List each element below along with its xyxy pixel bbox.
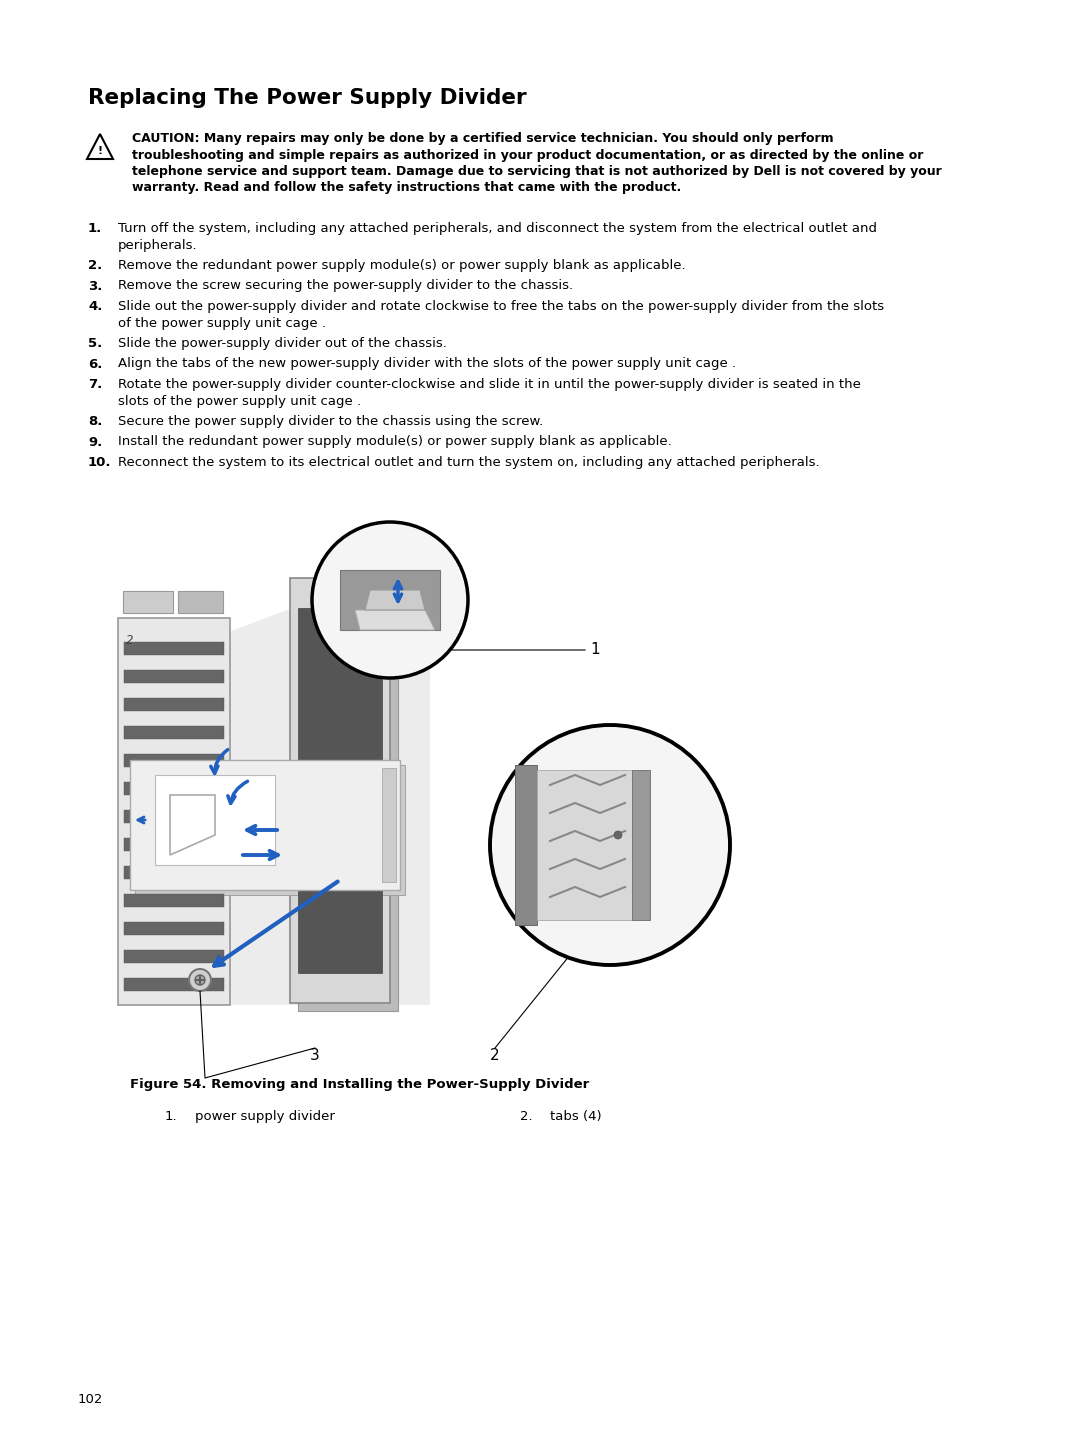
Text: 2: 2 (126, 634, 134, 647)
Text: 3.: 3. (87, 280, 103, 293)
Bar (124, 642, 224, 655)
Text: 1.: 1. (165, 1110, 177, 1123)
Text: Remove the redundant power supply module(s) or power supply blank as applicable.: Remove the redundant power supply module… (118, 260, 686, 272)
Circle shape (189, 969, 211, 991)
Polygon shape (365, 589, 426, 609)
Polygon shape (355, 609, 435, 630)
Text: warranty. Read and follow the safety instructions that came with the product.: warranty. Read and follow the safety ins… (132, 182, 681, 195)
Bar (124, 949, 224, 964)
Text: of the power supply unit cage .: of the power supply unit cage . (118, 317, 326, 330)
Text: CAUTION: Many repairs may only be done by a certified service technician. You sh: CAUTION: Many repairs may only be done b… (132, 132, 834, 145)
Bar (118, 618, 230, 1005)
Bar (537, 770, 632, 921)
Text: power supply divider: power supply divider (195, 1110, 335, 1123)
Bar (298, 608, 382, 974)
Circle shape (195, 975, 205, 985)
Text: Slide out the power-supply divider and rotate clockwise to free the tabs on the : Slide out the power-supply divider and r… (118, 300, 885, 313)
Bar (178, 591, 222, 612)
Circle shape (615, 830, 622, 839)
Text: telephone service and support team. Damage due to servicing that is not authoriz: telephone service and support team. Dama… (132, 165, 942, 178)
Bar (130, 760, 400, 891)
Text: Secure the power supply divider to the chassis using the screw.: Secure the power supply divider to the c… (118, 414, 543, 427)
Text: slots of the power supply unit cage .: slots of the power supply unit cage . (118, 394, 361, 407)
Bar (124, 866, 224, 879)
Text: Remove the screw securing the power-supply divider to the chassis.: Remove the screw securing the power-supp… (118, 280, 573, 293)
Bar (124, 810, 224, 823)
Text: Slide the power-supply divider out of the chassis.: Slide the power-supply divider out of th… (118, 337, 447, 350)
Text: Reconnect the system to its electrical outlet and turn the system on, including : Reconnect the system to its electrical o… (118, 456, 820, 469)
Text: 102: 102 (78, 1392, 104, 1405)
Text: Figure 54. Removing and Installing the Power-Supply Divider: Figure 54. Removing and Installing the P… (130, 1078, 590, 1091)
Text: 1.: 1. (87, 222, 103, 235)
Text: 7.: 7. (87, 379, 103, 391)
Bar (124, 922, 224, 935)
Bar (291, 578, 390, 1002)
Bar (515, 764, 537, 925)
Text: !: ! (97, 146, 103, 156)
Bar (124, 726, 224, 739)
Circle shape (312, 522, 468, 678)
Text: 1: 1 (590, 642, 599, 658)
Bar (124, 698, 224, 711)
Polygon shape (285, 668, 426, 673)
Text: Turn off the system, including any attached peripherals, and disconnect the syst: Turn off the system, including any attac… (118, 222, 877, 235)
Bar (135, 764, 405, 895)
Bar (632, 770, 650, 921)
Bar (382, 769, 396, 882)
Bar (124, 782, 224, 794)
Text: 2.: 2. (519, 1110, 532, 1123)
Bar (124, 837, 224, 850)
Circle shape (490, 726, 730, 965)
Text: Install the redundant power supply module(s) or power supply blank as applicable: Install the redundant power supply modul… (118, 436, 672, 449)
Text: peripherals.: peripherals. (118, 238, 198, 251)
Text: 10.: 10. (87, 456, 111, 469)
Text: 4.: 4. (87, 300, 103, 313)
Bar (298, 587, 399, 1011)
Bar (156, 774, 275, 865)
Text: 8.: 8. (87, 414, 103, 427)
Text: Rotate the power-supply divider counter-clockwise and slide it in until the powe: Rotate the power-supply divider counter-… (118, 379, 861, 391)
Bar (124, 670, 224, 683)
Text: 2: 2 (490, 1048, 500, 1063)
Text: 9.: 9. (87, 436, 103, 449)
Text: tabs (4): tabs (4) (550, 1110, 602, 1123)
Bar (123, 591, 173, 612)
Bar (124, 754, 224, 767)
Text: 2.: 2. (87, 260, 103, 272)
Bar (124, 893, 224, 906)
Text: troubleshooting and simple repairs as authorized in your product documentation, : troubleshooting and simple repairs as au… (132, 149, 923, 162)
Text: 3: 3 (310, 1048, 320, 1063)
Bar (340, 569, 440, 630)
Text: Replacing The Power Supply Divider: Replacing The Power Supply Divider (87, 87, 527, 108)
Bar (124, 978, 224, 991)
Text: Align the tabs of the new power-supply divider with the slots of the power suppl: Align the tabs of the new power-supply d… (118, 357, 737, 370)
Polygon shape (156, 589, 430, 1005)
Text: 6.: 6. (87, 357, 103, 370)
Text: 5.: 5. (87, 337, 103, 350)
